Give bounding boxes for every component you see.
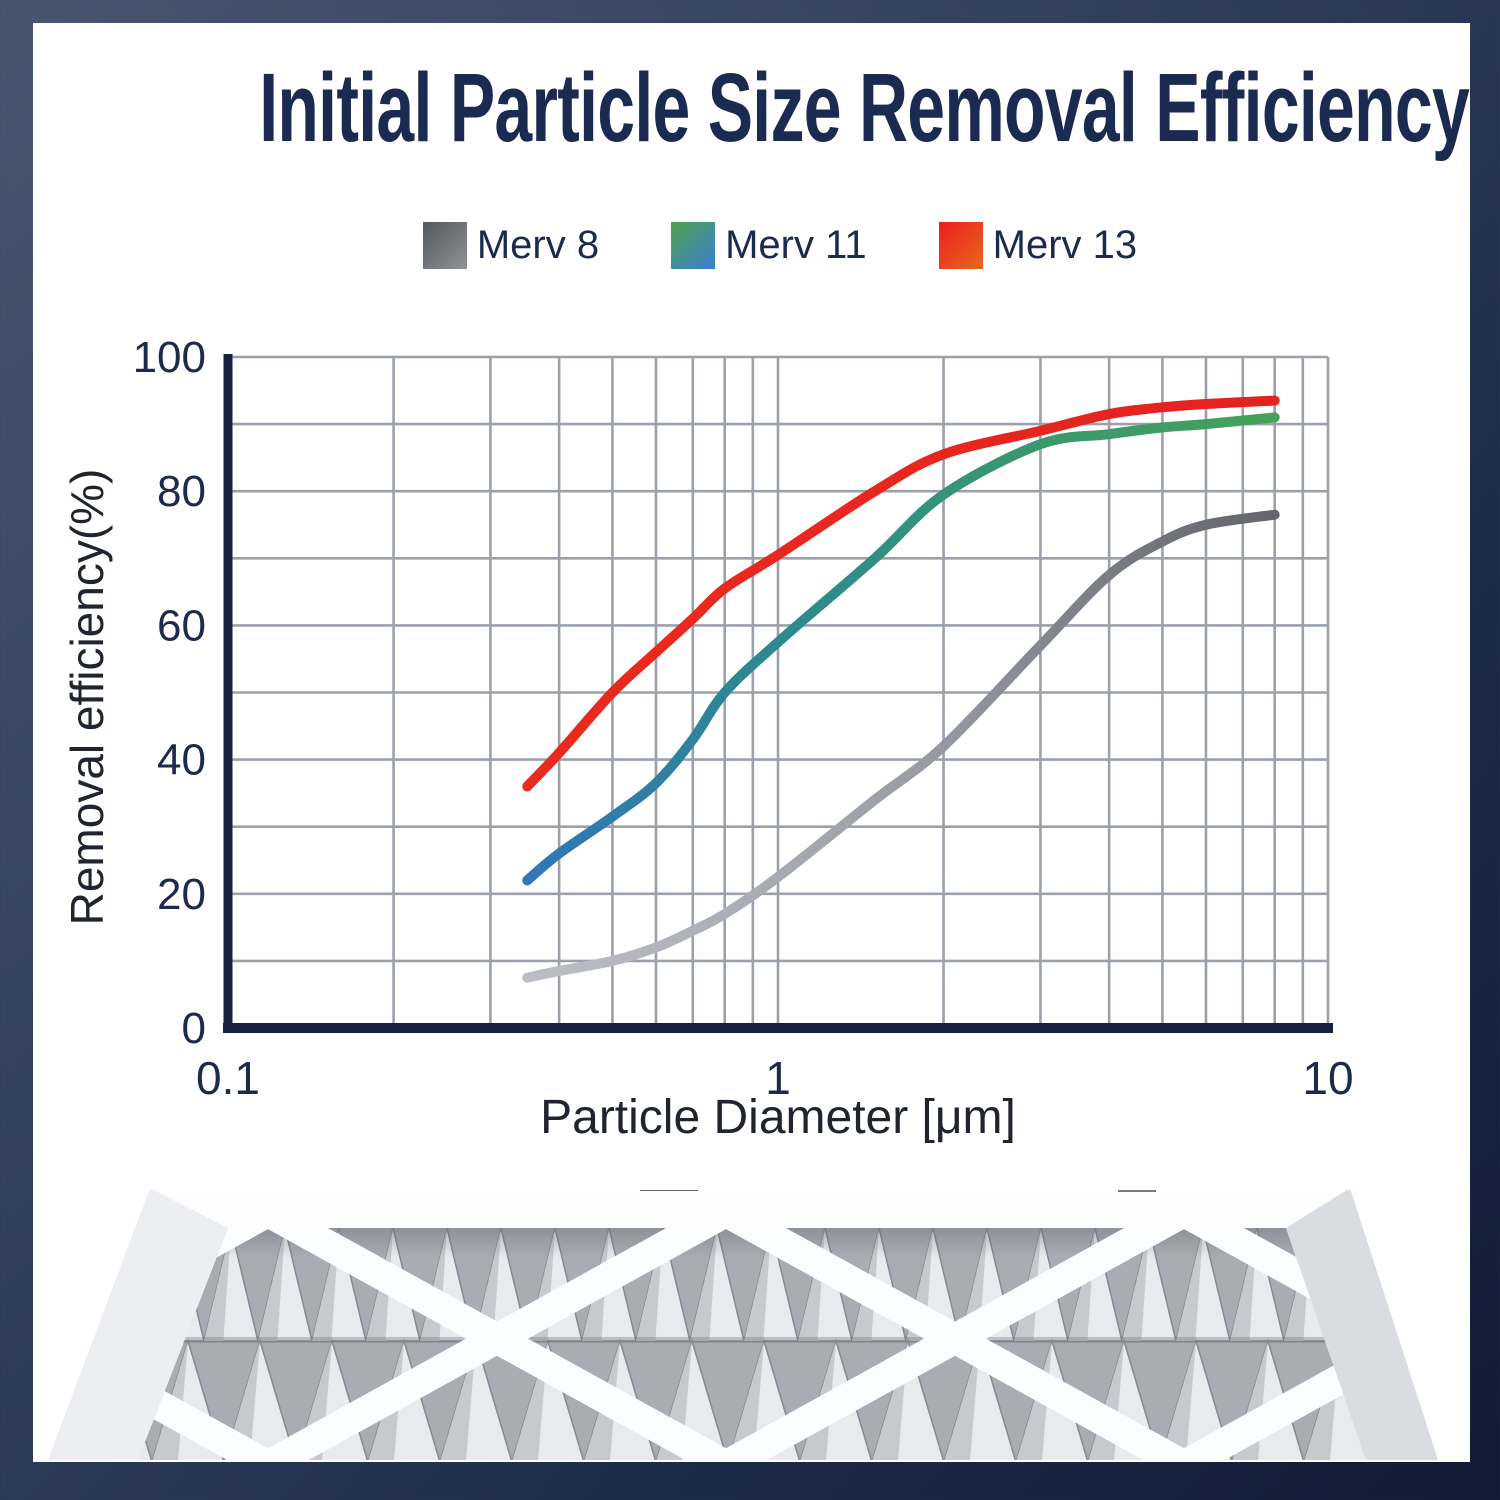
legend-item-merv11: Merv 11 xyxy=(671,222,867,269)
merv8-swatch-icon xyxy=(422,222,467,269)
legend-item-merv13: Merv 13 xyxy=(938,222,1138,269)
legend-item-merv8: Merv 8 xyxy=(422,222,600,269)
page-title-text: Initial Particle Size Removal Efficiency xyxy=(259,53,1470,162)
legend-label: Merv 11 xyxy=(725,223,867,267)
page-title: Initial Particle Size Removal Efficiency xyxy=(0,52,1500,164)
merv13-swatch-icon xyxy=(938,222,983,269)
legend-label: Merv 13 xyxy=(992,223,1138,267)
merv11-swatch-icon xyxy=(671,222,716,269)
legend-label: Merv 8 xyxy=(476,223,600,267)
legend: Merv 8 Merv 11 Merv 13 xyxy=(30,222,1500,269)
